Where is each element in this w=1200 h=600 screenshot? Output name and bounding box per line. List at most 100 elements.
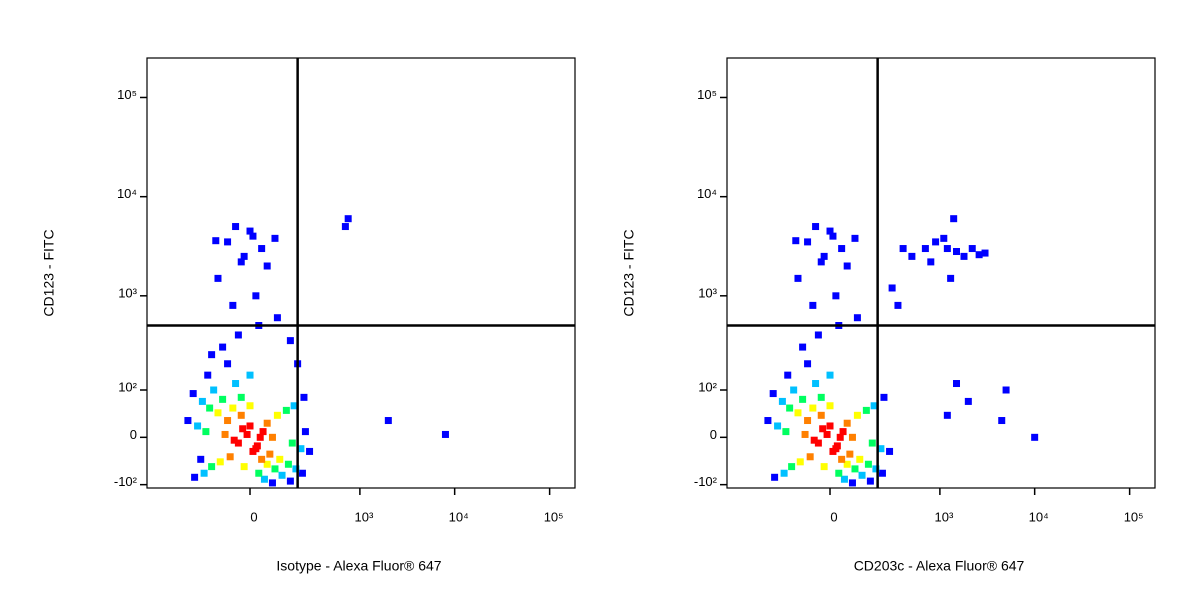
y-tick-label: 10² [118,379,137,394]
event-dot [232,380,240,388]
event-dot [260,475,268,483]
event-dot [814,331,822,339]
event-dot [194,422,202,430]
y-tick-label: -10² [114,474,138,489]
event-dot [804,238,812,246]
event-dot [908,252,916,260]
event-dot [836,433,844,441]
y-tick-label: -10² [694,474,718,489]
plot-area [764,215,1039,487]
event-dot [221,430,229,438]
event-dot [286,477,294,485]
event-dot [216,458,224,466]
event-dot [817,393,825,401]
event-dot [823,430,831,438]
x-tick-label: 10⁵ [544,509,564,524]
event-dot [839,428,847,436]
event-dot [237,258,245,266]
event-dot [943,245,951,253]
event-dot [799,395,807,403]
event-dot [271,234,279,242]
x-tick-label: 10⁴ [449,509,469,524]
event-dot [229,404,237,412]
event-dot [204,371,212,379]
event-dot [298,469,306,477]
x-axis-label: Isotype - Alexa Fluor® 647 [276,558,441,574]
event-dot [214,409,222,417]
event-dot [838,245,846,253]
event-dot [784,371,792,379]
event-dot [829,232,837,240]
event-dot [301,428,309,436]
event-dot [769,390,777,398]
event-dot [809,301,817,309]
event-dot [263,460,271,468]
event-dot [826,422,834,430]
y-tick-label: 10⁴ [697,186,717,201]
event-dot [794,274,802,282]
event-dot [840,475,848,483]
event-dot [838,455,846,463]
event-dot [853,411,861,419]
event-dot [210,386,218,394]
event-dot [384,417,392,425]
event-dot [833,442,841,450]
event-dot [771,473,779,481]
event-dot [202,428,210,436]
event-dot [1002,386,1010,394]
event-dot [306,447,314,455]
event-dot [273,314,281,322]
x-tick-label: 10³ [934,509,953,524]
event-dot [240,463,248,471]
event-dot [774,422,782,430]
event-dot [232,223,240,231]
event-dot [258,245,266,253]
event-dot [943,411,951,419]
event-dot [880,393,888,401]
event-dot [878,469,886,477]
event-dot [200,469,208,477]
event-dot [286,337,294,345]
event-dot [856,455,864,463]
event-dot [290,402,298,410]
event-dot [829,447,837,455]
event-dot [809,404,817,412]
y-axis-label: CD123 - FITC [41,229,57,316]
event-dot [258,455,266,463]
event-dot [219,343,227,351]
event-dot [812,223,820,231]
event-dot [255,469,263,477]
event-dot [866,477,874,485]
event-dot [851,234,859,242]
event-dot [810,436,818,444]
event-dot [921,245,929,253]
event-dot [234,331,242,339]
event-dot [820,463,828,471]
event-dot [256,433,264,441]
event-dot [292,465,300,473]
event-dot [344,215,352,223]
event-dot [848,433,856,441]
event-dot [189,390,197,398]
event-dot [208,463,216,471]
event-dot [886,447,894,455]
event-dot [927,258,935,266]
event-dot [243,430,251,438]
y-tick-label: 10³ [118,285,137,300]
event-dot [932,238,940,246]
plot-frame [146,57,576,489]
event-dot [297,445,305,453]
y-tick-label: 10⁵ [117,87,137,102]
x-tick-label: 10⁴ [1029,509,1049,524]
event-dot [968,245,976,253]
event-dot [263,419,271,427]
event-dot [288,439,296,447]
event-dot [198,397,206,405]
event-dot [960,252,968,260]
y-axis-label: CD123 - FITC [621,229,637,316]
event-dot [273,411,281,419]
event-dot [300,393,308,401]
event-dot [786,404,794,412]
event-dot [441,430,449,438]
